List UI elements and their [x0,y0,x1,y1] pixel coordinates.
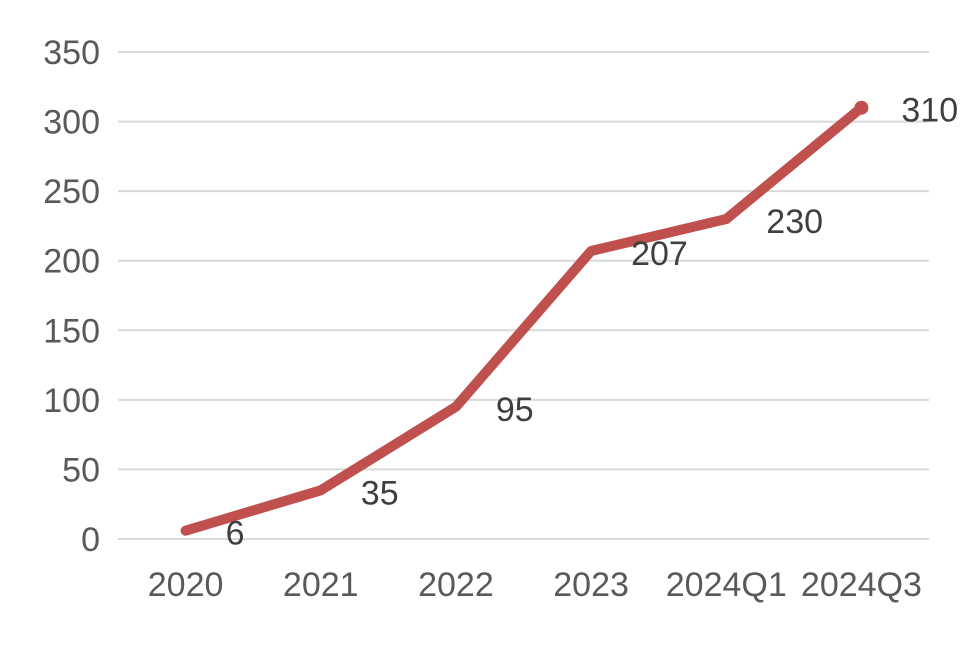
y-tick-label: 300 [43,104,100,142]
x-tick-label: 2023 [553,566,629,604]
y-tick-label: 250 [43,173,100,211]
data-label: 6 [226,515,245,553]
x-tick-label: 2024Q3 [801,566,922,604]
y-tick-label: 350 [43,34,100,72]
x-tick-label: 2021 [283,566,359,604]
y-tick-label: 100 [43,382,100,420]
x-tick-label: 2020 [148,566,224,604]
y-tick-label: 150 [43,312,100,350]
data-label: 207 [631,235,688,273]
data-series-line [180,102,867,536]
y-tick-label: 200 [43,243,100,281]
data-label: 35 [361,474,399,512]
y-tick-label: 0 [81,521,100,559]
data-label: 95 [496,391,534,429]
x-tick-label: 2022 [418,566,494,604]
data-label: 230 [766,203,823,241]
y-tick-label: 50 [62,451,100,489]
x-tick-label: 2024Q1 [666,566,787,604]
data-label: 310 [901,92,958,130]
data-point-marker [854,100,869,115]
